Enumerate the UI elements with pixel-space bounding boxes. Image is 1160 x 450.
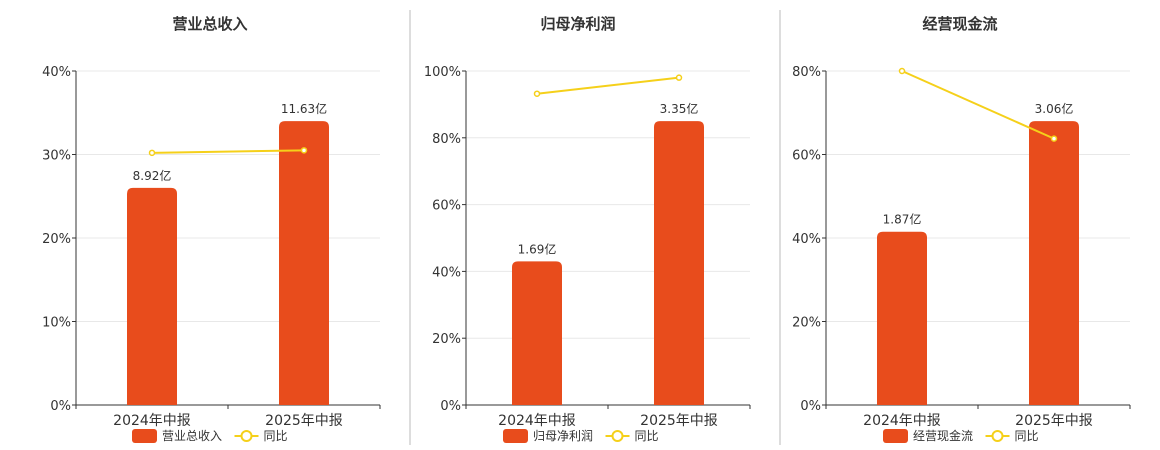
legend-label-line[interactable]: 同比	[1015, 429, 1039, 443]
x-tick-label: 2024年中报	[863, 413, 941, 429]
y-tick-label: 60%	[432, 199, 461, 214]
legend-label-line[interactable]: 同比	[635, 429, 659, 443]
bar[interactable]	[877, 231, 927, 405]
yoy-point[interactable]	[533, 90, 541, 97]
legend-label-bar[interactable]: 归母净利润	[533, 429, 593, 443]
y-tick-label: 80%	[792, 65, 821, 80]
legend: 归母净利润 同比	[503, 429, 659, 443]
legend: 营业总收入 同比	[132, 429, 288, 443]
yoy-line	[536, 76, 680, 95]
y-tick-label: 20%	[42, 232, 71, 247]
bar[interactable]	[654, 121, 704, 405]
bar-value-label: 11.63亿	[281, 101, 327, 116]
legend: 经营现金流 同比	[883, 428, 1039, 443]
bar-value-label: 8.92亿	[133, 168, 172, 183]
y-tick-label: 40%	[432, 265, 461, 280]
x-tick-label: 2024年中报	[498, 413, 576, 429]
legend-swatch-bar[interactable]	[503, 429, 528, 443]
y-tick-label: 40%	[792, 232, 821, 247]
bar-value-label: 1.69亿	[518, 241, 557, 256]
x-tick-label: 2025年中报	[265, 413, 343, 429]
legend-label-bar[interactable]: 经营现金流	[913, 428, 973, 443]
bar-value-label: 1.87亿	[883, 212, 922, 227]
legend-swatch-marker	[611, 430, 624, 442]
bar[interactable]	[127, 187, 177, 405]
y-tick-label: 30%	[42, 149, 71, 164]
y-tick-label: 0%	[440, 399, 461, 414]
legend-label-bar[interactable]: 营业总收入	[162, 429, 222, 443]
chart-title: 经营现金流	[922, 15, 997, 33]
chart-title: 归母净利润	[540, 15, 615, 33]
yoy-line	[901, 70, 1055, 140]
yoy-line	[151, 149, 305, 154]
bar-value-label: 3.35亿	[660, 101, 699, 116]
y-tick-label: 0%	[800, 399, 821, 414]
y-tick-label: 60%	[792, 149, 821, 164]
legend-label-line[interactable]: 同比	[264, 429, 288, 443]
x-tick-label: 2025年中报	[1015, 413, 1093, 429]
chart-panel-1: 营业总收入 0% 10% 20% 30% 40% 8.92亿 2024年中报 11.63亿 202…	[42, 15, 381, 443]
y-tick-label: 20%	[792, 316, 821, 331]
chart-panel-3: 经营现金流 0% 20% 40% 60% 80% 1.87亿 2024年中报 3.06亿 2025…	[792, 15, 1131, 443]
legend-swatch-bar[interactable]	[883, 429, 908, 443]
y-tick-label: 100%	[424, 65, 461, 80]
y-tick-label: 40%	[42, 65, 71, 80]
legend-swatch-marker	[240, 430, 253, 442]
chart-panel-2: 归母净利润 0% 20% 40% 60% 80% 100% 1.69亿 2024年中报 3.35亿…	[424, 15, 751, 443]
legend-swatch-marker	[991, 430, 1004, 442]
x-tick-label: 2024年中报	[113, 413, 191, 429]
chart-title: 营业总收入	[172, 15, 247, 33]
bar[interactable]	[1029, 121, 1079, 405]
yoy-point[interactable]	[300, 147, 308, 154]
bar[interactable]	[512, 261, 562, 405]
yoy-point[interactable]	[898, 67, 906, 75]
yoy-point[interactable]	[675, 74, 683, 81]
y-tick-label: 10%	[42, 316, 71, 331]
y-tick-label: 20%	[432, 332, 461, 347]
yoy-point[interactable]	[1050, 135, 1058, 142]
y-tick-label: 0%	[50, 399, 71, 414]
y-tick-label: 80%	[432, 132, 461, 147]
x-tick-label: 2025年中报	[640, 413, 718, 429]
legend-swatch-bar[interactable]	[132, 429, 157, 443]
yoy-point[interactable]	[148, 149, 156, 157]
bar-value-label: 3.06亿	[1035, 101, 1074, 116]
bar[interactable]	[279, 121, 329, 405]
